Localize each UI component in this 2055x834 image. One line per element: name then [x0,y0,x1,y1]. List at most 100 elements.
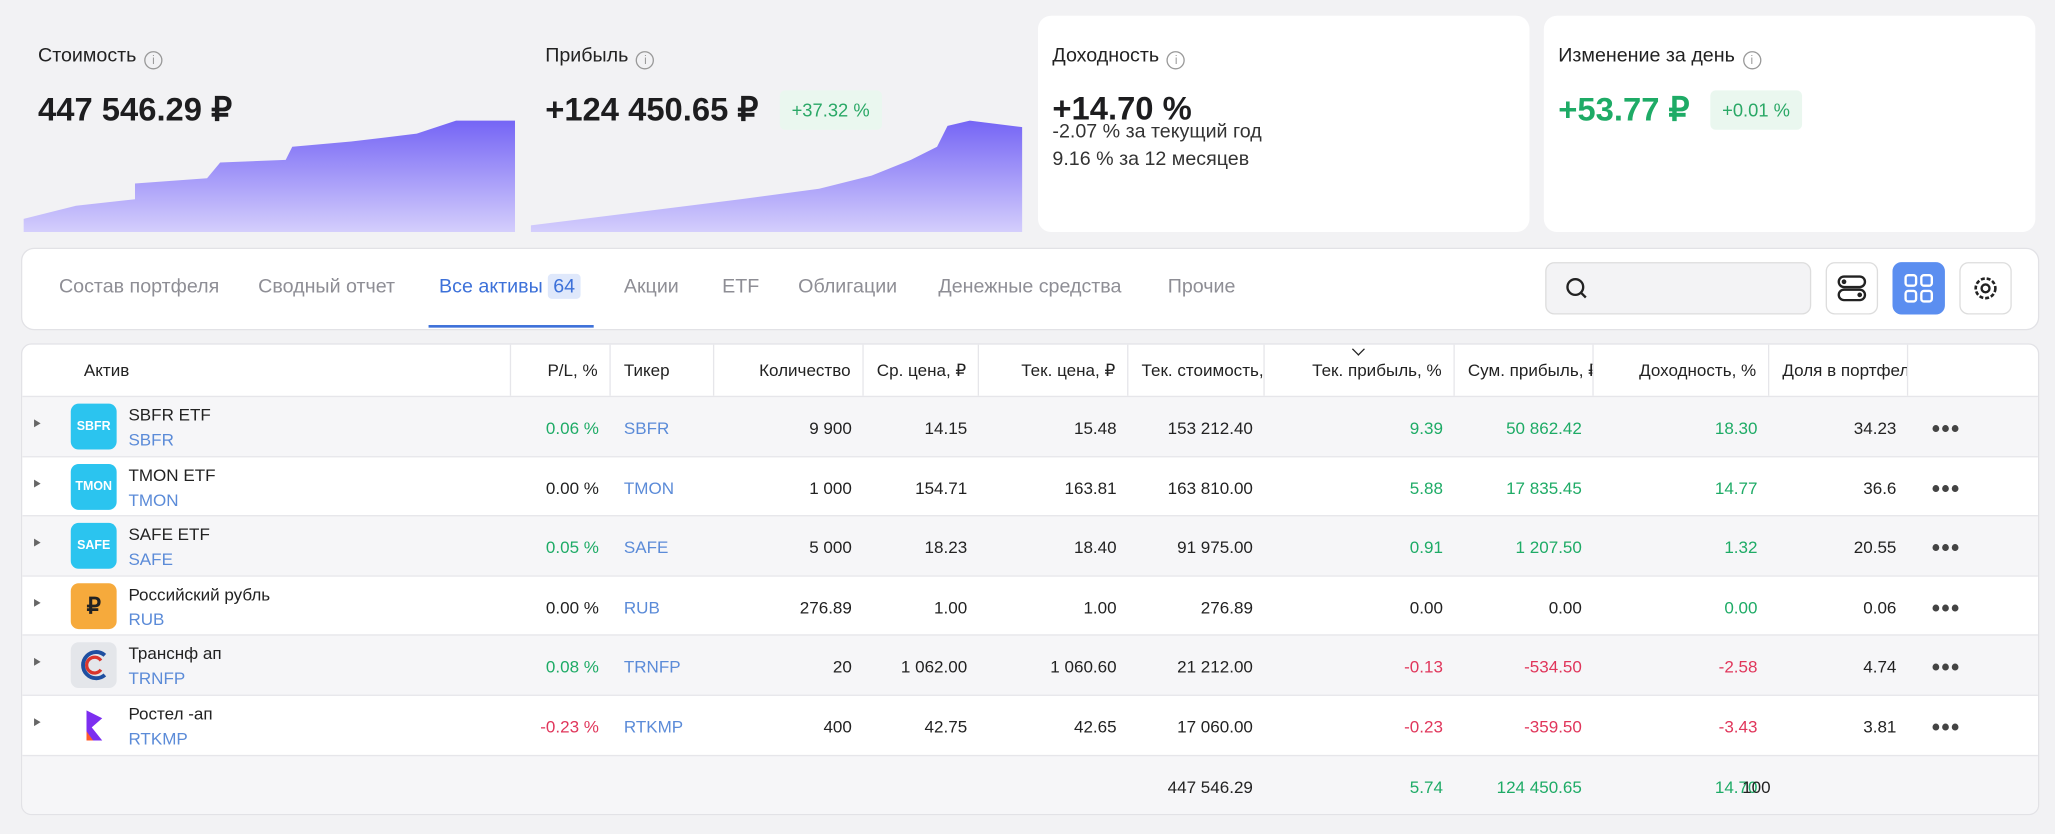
table-cell: 9.39 [1409,418,1443,438]
expand-arrow[interactable] [34,538,41,547]
table-cell: 17 060.00 [1177,716,1253,737]
column-header[interactable]: Актив [22,344,512,396]
asset-ticker-link[interactable]: RTKMP [128,728,188,749]
tab[interactable]: Все активы 64 [439,273,581,299]
table-cell: 163.81 [1064,477,1117,498]
table-cell: -359.50 [1524,716,1582,737]
tab-count: 64 [547,273,581,299]
tab-label: Акции [623,275,679,298]
asset-icon [71,702,117,748]
table-cell: 154.71 [915,477,968,498]
total-cell: 100 [1742,776,1771,797]
column-header[interactable]: Ср. цена, ₽ [864,344,980,396]
row-menu[interactable]: ••• [1931,534,1961,562]
tab[interactable]: Состав портфеля [59,275,219,297]
change-badge: +37.32 % [779,90,882,130]
asset-row[interactable]: SBFR SBFR ETF SBFR SBFR 0.06 % 9 900 14.15 15.4… [22,395,2038,457]
table-cell: 0.00 [1548,597,1582,618]
tab[interactable]: ETF [722,275,759,297]
settings-button[interactable] [1959,262,2012,315]
card-value: +124 450.65 ₽ [545,91,759,129]
asset-row[interactable]: Ростел -ап RTKMP RTKMP -0.23 % 400 42.75 42.65… [22,694,2038,755]
tab-underline [428,325,594,328]
card-title: Стоимость i [38,45,163,70]
ticker-cell[interactable]: TMON [623,477,675,498]
table-cell: 20.55 [1853,537,1897,558]
summary-card: Стоимость i 447 546.29 ₽ [24,16,515,232]
card-value: +14.70 % [1052,90,1192,128]
ticker-cell[interactable]: SAFE [623,537,669,558]
asset-row[interactable]: Транснф ап TRNFP TRNFP 0.08 % 20 1 062.00 1 06… [22,634,2038,696]
ticker-cell[interactable]: RUB [623,597,660,618]
column-header[interactable]: P/L, % [511,344,611,396]
column-header[interactable]: Доля в портфеле [1769,344,1909,396]
card-value: 447 546.29 ₽ [38,91,232,129]
asset-icon: TMON [70,463,117,510]
column-header[interactable]: Количество [714,344,864,396]
asset-ticker-link[interactable]: SAFE [128,549,173,570]
asset-row[interactable]: SAFE SAFE ETF SAFE SAFE 0.05 % 5 000 18.23 18.4… [22,515,2038,576]
table-cell: 91 975.00 [1177,537,1253,558]
asset-icon: ₽ [70,582,117,629]
asset-name: Российский рубль [128,584,271,604]
row-menu[interactable]: ••• [1931,714,1961,741]
table-cell: 18.40 [1073,537,1117,558]
tab[interactable]: Облигации [798,275,897,297]
row-menu[interactable]: ••• [1931,594,1961,621]
grid-view-button[interactable] [1892,262,1945,315]
asset-ticker-link[interactable]: SBFR [128,429,174,450]
asset-ticker-link[interactable]: TRNFP [128,668,186,689]
ticker-cell[interactable]: TRNFP [623,657,681,677]
summary-card: Изменение за день i +53.77 ₽ +0.01 % [1543,15,2036,232]
table-cell: 4.74 [1863,657,1897,677]
tab[interactable]: Прочие [1168,275,1236,297]
table-cell: 1 000 [809,477,852,498]
column-header[interactable]: Доходность, % [1594,344,1770,396]
search-box[interactable] [1545,262,1812,315]
column-header[interactable]: Сум. прибыль, ₽ [1455,344,1594,396]
column-header[interactable]: Тек. прибыль, % [1265,344,1455,396]
total-cell: 5.74 [1409,776,1443,797]
column-header[interactable]: Тек. стоимость, ₽ [1128,344,1265,396]
expand-arrow[interactable] [34,419,41,428]
table-cell: 18.30 [1714,418,1758,438]
total-cell: 14.70 [1714,776,1758,797]
toggle-button[interactable] [1825,262,1879,315]
row-menu[interactable]: ••• [1931,654,1961,681]
sparkline-area [23,120,516,232]
expand-arrow[interactable] [34,658,41,667]
row-menu[interactable]: ••• [1931,415,1961,442]
column-header[interactable]: Тикер [611,344,715,396]
asset-row[interactable]: TMON TMON ETF TMON TMON 0.00 % 1 000 154.71 163… [22,455,2038,516]
asset-ticker-link[interactable]: TMON [128,489,179,510]
asset-row[interactable]: ₽ Российский рубль RUB RUB 0.00 % 276.89 1.00 1… [22,575,2038,636]
card-subline: 9.16 % за 12 месяцев [1052,148,1250,171]
row-menu[interactable]: ••• [1931,475,1961,502]
sparkline [23,120,516,232]
asset-name: TMON ETF [128,464,216,485]
table-cell: 276.89 [799,597,852,618]
expand-arrow[interactable] [34,598,41,607]
asset-name: SAFE ETF [128,524,210,545]
expand-arrow[interactable] [34,718,41,727]
table-cell: 1.32 [1724,537,1758,558]
tab-label: Состав портфеля [58,275,220,298]
table-cell: 163 810.00 [1167,477,1253,498]
asset-ticker-link[interactable]: RUB [128,609,165,629]
ticker-cell[interactable]: RTKMP [623,716,684,737]
ticker-cell[interactable]: SBFR [623,418,670,438]
sparkline [530,120,1023,232]
table-cell: -2.58 [1718,657,1758,677]
table-cell: 1.00 [934,597,968,618]
table-cell: 153 212.40 [1167,418,1253,438]
expand-arrow[interactable] [34,479,41,488]
card-title: Прибыль i [545,45,655,70]
table-cell: 42.65 [1073,716,1117,737]
tab[interactable]: Денежные средства [938,275,1121,297]
table-cell: 18.23 [924,537,968,558]
tab[interactable]: Сводный отчет [258,275,395,297]
column-header[interactable]: Тек. цена, ₽ [979,344,1129,396]
tab[interactable]: Акции [624,275,679,297]
table-cell: 5 000 [809,537,852,558]
